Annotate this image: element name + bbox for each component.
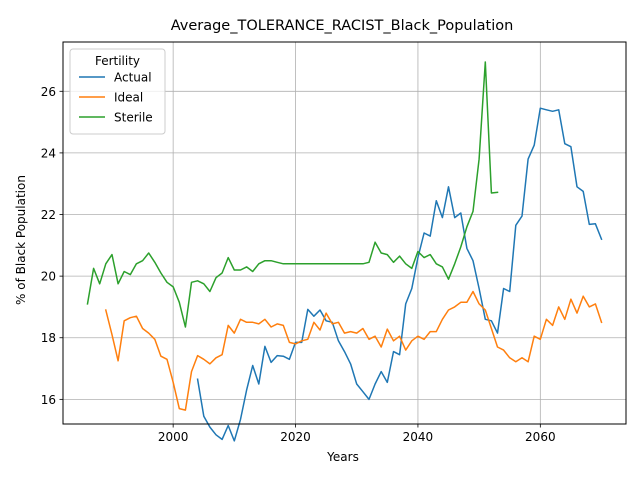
y-axis-label: % of Black Population — [14, 175, 28, 305]
legend-title: Fertility — [95, 54, 140, 68]
y-tick-label: 24 — [41, 146, 56, 160]
grid — [63, 42, 626, 424]
x-tick-label: 2000 — [158, 430, 189, 444]
series-line-sterile — [86, 61, 499, 328]
series-lines — [86, 61, 603, 442]
y-tick-label: 16 — [41, 393, 56, 407]
x-tick-label: 2060 — [525, 430, 556, 444]
legend-label-sterile: Sterile — [114, 111, 153, 125]
y-tick-label: 22 — [41, 208, 56, 222]
x-tick-label: 2040 — [403, 430, 434, 444]
axis-ticks: 2000 2020 2040 2060 16 18 20 22 24 26 — [41, 85, 556, 444]
x-tick-label: 2020 — [280, 430, 311, 444]
chart-title: Average_TOLERANCE_RACIST_Black_Populatio… — [171, 18, 514, 34]
legend-label-actual: Actual — [114, 71, 152, 85]
x-axis-label: Years — [326, 450, 359, 464]
plot-area-frame — [62, 41, 627, 425]
series-line-actual — [196, 107, 603, 442]
legend-label-ideal: Ideal — [114, 91, 143, 105]
series-line-ideal — [104, 290, 603, 411]
legend-box — [69, 48, 166, 135]
legend: Fertility Actual Ideal Sterile — [69, 48, 166, 135]
y-tick-label: 20 — [41, 270, 56, 284]
y-tick-label: 18 — [41, 331, 56, 345]
y-tick-label: 26 — [41, 85, 56, 99]
